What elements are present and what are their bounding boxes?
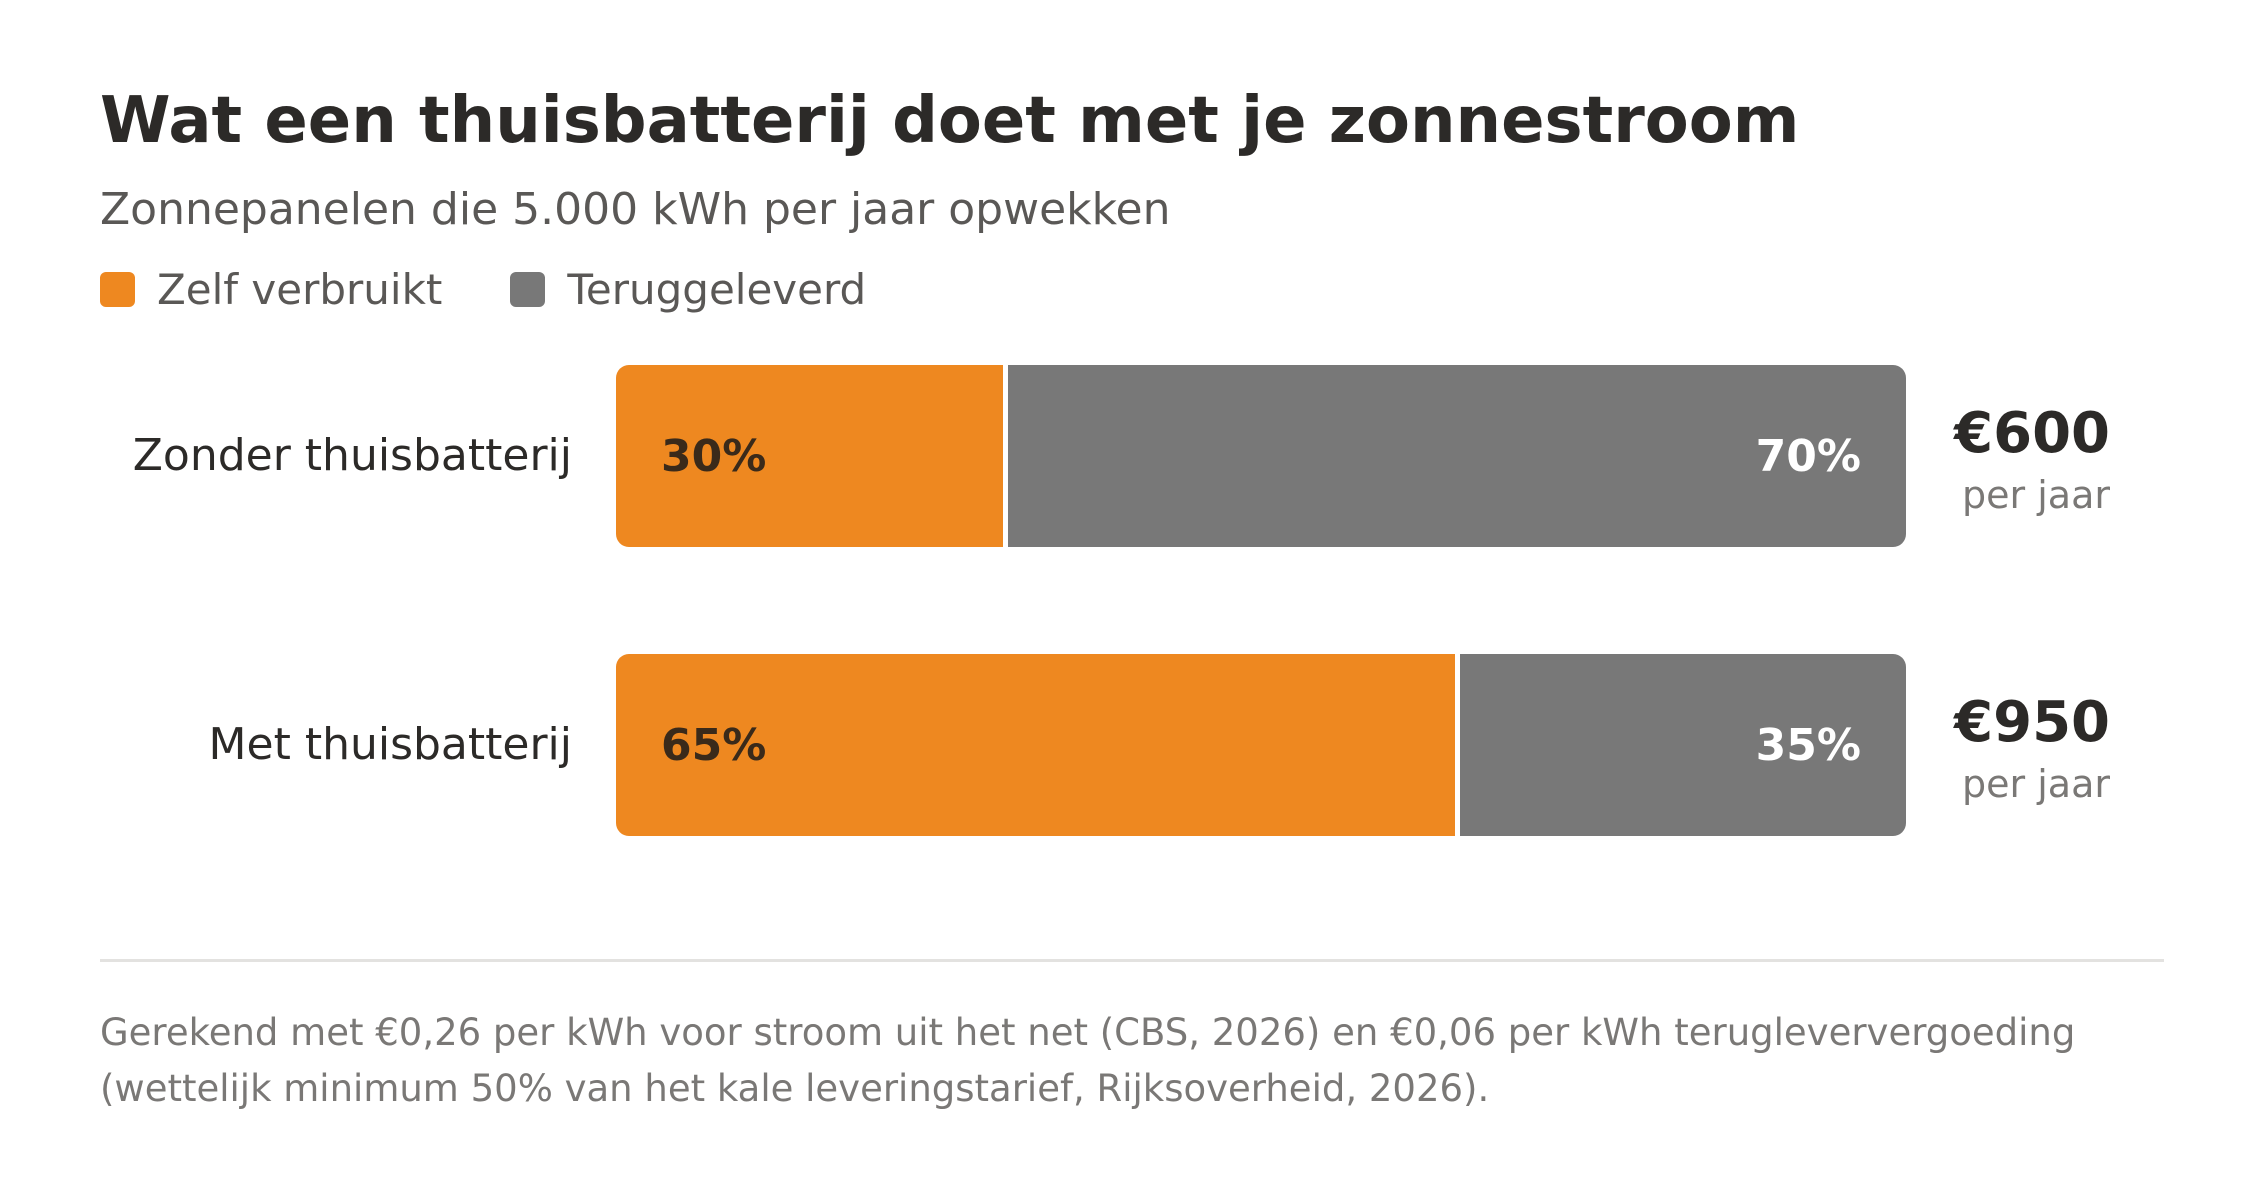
annual-savings-without-battery: €600 per jaar [1954,401,2110,517]
chart-subtitle: Zonnepanelen die 5.000 kWh per jaar opwe… [100,184,1171,235]
legend-item-self: Zelf verbruikt [100,265,442,314]
bar-segment-self: 65% [616,654,1455,836]
bar-value-label: 30% [661,430,767,482]
bar-without-battery: 30% 70% [616,365,1906,547]
annual-amount: €600 [1954,401,2110,466]
chart-title: Wat een thuisbatterij doet met je zonnes… [100,84,1800,158]
footnote-line-1: Gerekend met €0,26 per kWh voor stroom u… [100,1011,2076,1054]
chart-legend: Zelf verbruikt Teruggeleverd [100,262,934,316]
legend-swatch-self [100,271,135,307]
footnote-divider [100,959,2164,962]
legend-label-self: Zelf verbruikt [157,264,443,314]
legend-swatch-returned [510,271,546,307]
bar-value-label: 35% [1755,719,1861,771]
annual-amount-unit: per jaar [1962,762,2110,806]
bar-value-label: 70% [1755,430,1861,482]
bar-segment-returned: 35% [1454,654,1906,836]
row-label-with-battery: Met thuisbatterij [208,719,572,770]
legend-item-returned: Teruggeleverd [510,265,866,314]
bar-value-label: 65% [661,719,767,771]
annual-amount: €950 [1954,690,2110,755]
bar-segment-self: 30% [616,365,1003,547]
legend-label-returned: Teruggeleverd [567,264,867,314]
footnote: Gerekend met €0,26 per kWh voor stroom u… [100,1005,2180,1117]
bar-with-battery: 65% 35% [616,654,1906,836]
row-label-without-battery: Zonder thuisbatterij [132,430,572,481]
annual-amount-unit: per jaar [1962,473,2110,517]
annual-savings-with-battery: €950 per jaar [1954,690,2110,806]
bar-segment-returned: 70% [1003,365,1906,547]
footnote-line-2: (wettelijk minimum 50% van het kale leve… [100,1067,1490,1110]
